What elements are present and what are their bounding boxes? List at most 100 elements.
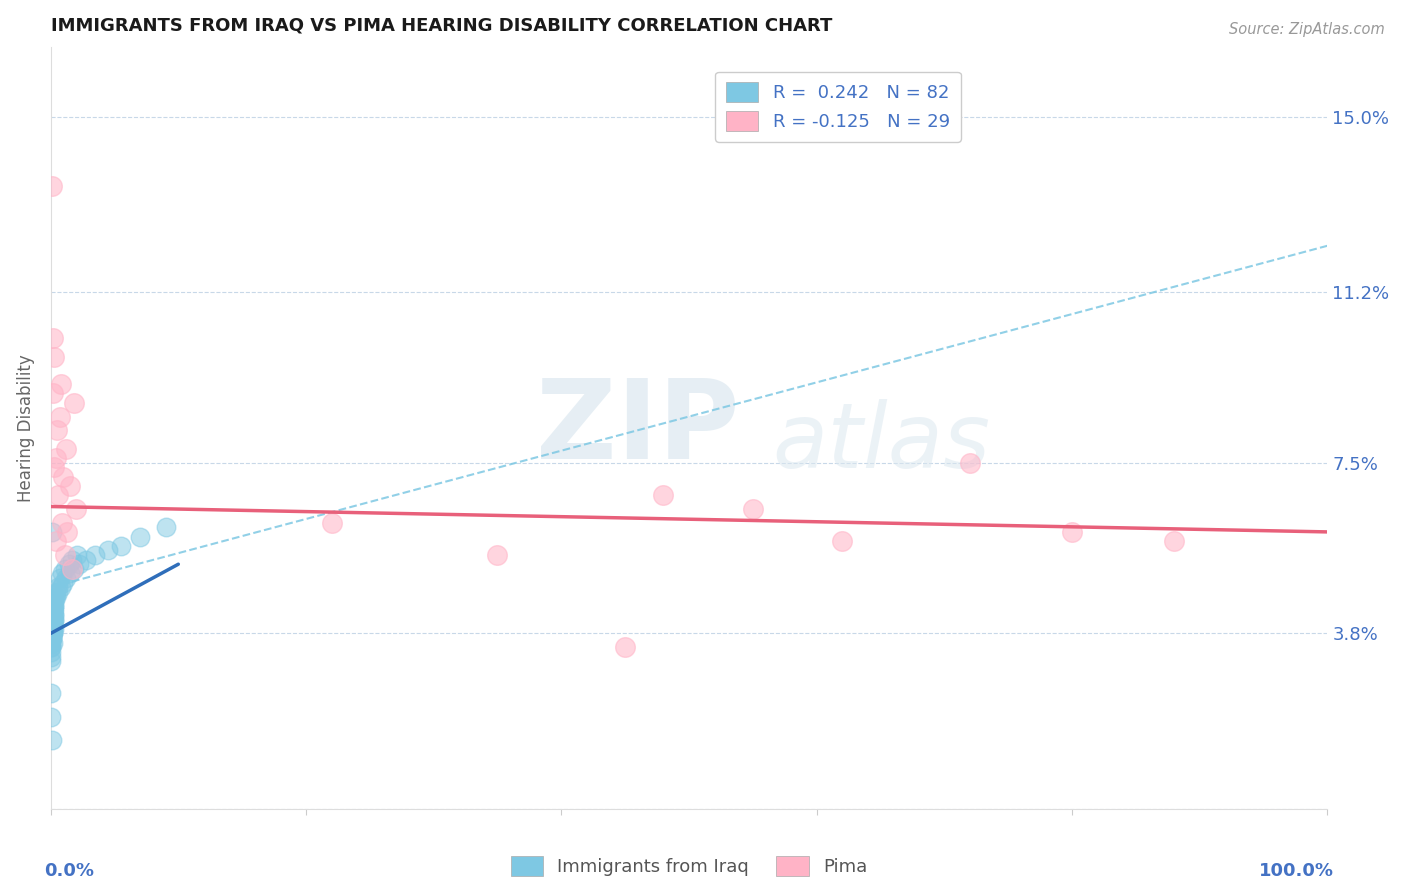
- Point: [44, 350, 66, 364]
- Point: [42, 599, 65, 613]
- Point: [41, 622, 63, 636]
- Point: [97, 543, 120, 558]
- Point: [42, 594, 65, 608]
- Point: [41, 635, 63, 649]
- Point: [51, 566, 73, 581]
- Point: [51, 516, 73, 530]
- Point: [58, 558, 80, 572]
- Point: [41, 631, 63, 645]
- Point: [46, 488, 69, 502]
- Point: [41, 617, 63, 632]
- Y-axis label: Hearing Disability: Hearing Disability: [17, 354, 35, 502]
- Text: 0.0%: 0.0%: [44, 862, 94, 880]
- Point: [45, 590, 67, 604]
- Point: [41, 622, 63, 636]
- Point: [42, 331, 65, 345]
- Point: [42, 599, 65, 613]
- Point: [49, 580, 72, 594]
- Point: [41, 617, 63, 632]
- Text: ZIP: ZIP: [536, 375, 740, 482]
- Point: [42, 622, 65, 636]
- Point: [321, 516, 343, 530]
- Point: [614, 640, 637, 655]
- Point: [48, 571, 70, 585]
- Point: [46, 580, 69, 594]
- Point: [41, 613, 63, 627]
- Point: [49, 377, 72, 392]
- Point: [41, 607, 63, 622]
- Point: [155, 520, 177, 534]
- Point: [41, 626, 63, 640]
- Point: [39, 640, 62, 655]
- Point: [41, 622, 63, 636]
- Point: [42, 594, 65, 608]
- Point: [42, 607, 65, 622]
- Point: [39, 640, 62, 655]
- Point: [75, 552, 97, 566]
- Point: [41, 626, 63, 640]
- Point: [59, 566, 82, 581]
- Point: [41, 613, 63, 627]
- Point: [66, 548, 89, 562]
- Text: IMMIGRANTS FROM IRAQ VS PIMA HEARING DISABILITY CORRELATION CHART: IMMIGRANTS FROM IRAQ VS PIMA HEARING DIS…: [51, 17, 832, 35]
- Point: [46, 423, 69, 437]
- Point: [41, 617, 63, 632]
- Point: [60, 562, 83, 576]
- Point: [41, 622, 63, 636]
- Point: [52, 575, 75, 590]
- Point: [62, 562, 84, 576]
- Point: [41, 617, 63, 632]
- Point: [44, 594, 66, 608]
- Point: [53, 548, 76, 562]
- Point: [41, 631, 63, 645]
- Point: [59, 479, 82, 493]
- Point: [41, 686, 63, 700]
- Point: [44, 590, 66, 604]
- Legend: Immigrants from Iraq, Pima: Immigrants from Iraq, Pima: [503, 849, 875, 884]
- Point: [41, 626, 63, 640]
- Point: [652, 488, 675, 502]
- Point: [741, 501, 763, 516]
- Point: [42, 603, 65, 617]
- Point: [41, 732, 63, 747]
- Point: [41, 617, 63, 632]
- Point: [48, 409, 70, 424]
- Point: [39, 635, 62, 649]
- Point: [1163, 534, 1185, 549]
- Point: [41, 178, 63, 193]
- Point: [42, 603, 65, 617]
- Point: [1060, 524, 1083, 539]
- Point: [41, 607, 63, 622]
- Point: [42, 613, 65, 627]
- Point: [42, 594, 65, 608]
- Point: [55, 442, 77, 456]
- Point: [486, 548, 509, 562]
- Point: [84, 548, 107, 562]
- Point: [41, 603, 63, 617]
- Point: [41, 524, 63, 539]
- Point: [42, 617, 65, 632]
- Point: [831, 534, 853, 549]
- Point: [41, 631, 63, 645]
- Point: [959, 456, 981, 470]
- Point: [42, 607, 65, 622]
- Point: [39, 622, 62, 636]
- Point: [44, 599, 66, 613]
- Point: [45, 534, 67, 549]
- Point: [56, 524, 79, 539]
- Text: Source: ZipAtlas.com: Source: ZipAtlas.com: [1229, 22, 1385, 37]
- Point: [42, 626, 65, 640]
- Point: [42, 635, 65, 649]
- Point: [41, 613, 63, 627]
- Point: [45, 585, 67, 599]
- Point: [41, 631, 63, 645]
- Point: [41, 386, 63, 401]
- Point: [55, 571, 77, 585]
- Point: [41, 626, 63, 640]
- Text: 100.0%: 100.0%: [1258, 862, 1334, 880]
- Point: [42, 617, 65, 632]
- Point: [41, 607, 63, 622]
- Point: [41, 626, 63, 640]
- Text: atlas: atlas: [772, 400, 990, 487]
- Point: [53, 562, 76, 576]
